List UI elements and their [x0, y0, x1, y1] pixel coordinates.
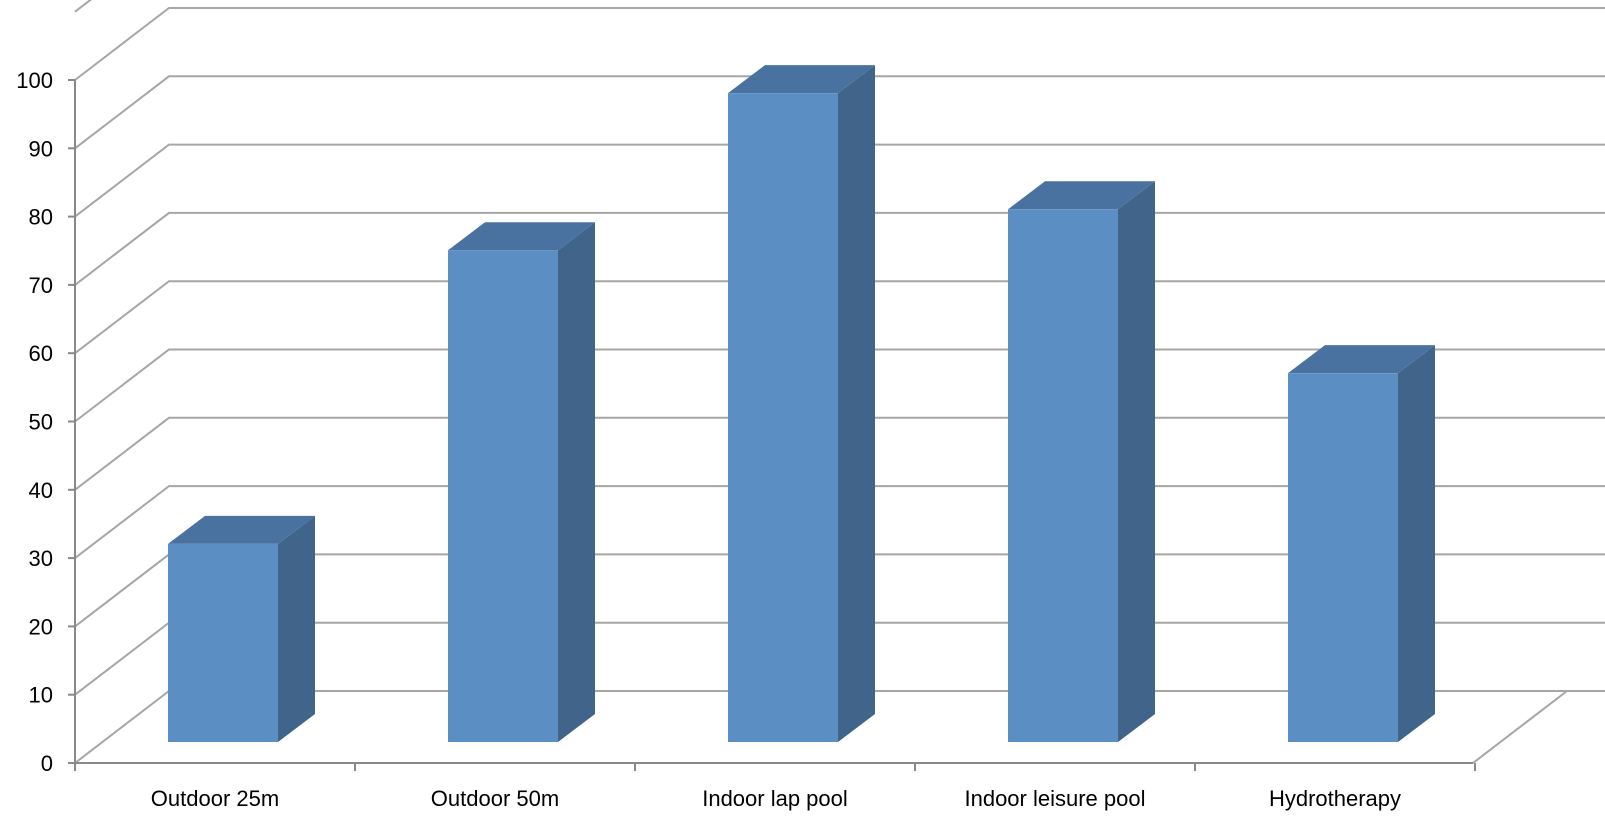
y-tick-label: 80 — [29, 205, 53, 230]
x-category-label: Indoor lap pool — [702, 786, 848, 811]
bar — [1288, 345, 1435, 742]
x-category-label: Hydrotherapy — [1269, 786, 1401, 811]
y-tick-label: 30 — [29, 546, 53, 571]
y-tick-label: 40 — [29, 478, 53, 503]
bar-front — [448, 250, 558, 742]
bars — [168, 65, 1435, 742]
bar-front — [1008, 209, 1118, 742]
y-tick-label: 60 — [29, 341, 53, 366]
gridline — [75, 0, 1605, 12]
bar — [168, 516, 315, 742]
bar — [448, 222, 595, 742]
bar-front — [728, 93, 838, 742]
y-tick-label: 20 — [29, 614, 53, 639]
y-tick-label: 0 — [41, 751, 53, 776]
x-category-label: Outdoor 50m — [431, 786, 559, 811]
bar-side — [558, 222, 595, 742]
bar-front — [168, 544, 278, 742]
y-tick-label: 50 — [29, 410, 53, 435]
bar — [728, 65, 875, 742]
bar-side — [278, 516, 315, 742]
x-category-label: Outdoor 25m — [151, 786, 279, 811]
bar — [1008, 181, 1155, 742]
y-axis-tick-labels: 0 10 20 30 40 50 60 70 80 90 100 — [16, 68, 53, 776]
bar-side — [1398, 345, 1435, 742]
x-category-label: Indoor leisure pool — [964, 786, 1145, 811]
y-tick-label: 100 — [16, 68, 53, 93]
y-tick-label: 70 — [29, 273, 53, 298]
floor-right-edge — [1473, 691, 1567, 763]
bar-side — [1118, 181, 1155, 742]
x-axis-category-labels: Outdoor 25m Outdoor 50m Indoor lap pool Ind… — [151, 786, 1401, 811]
y-tick-label: 90 — [29, 136, 53, 161]
bar-front — [1288, 373, 1398, 742]
bar-side — [838, 65, 875, 742]
y-tick-label: 10 — [29, 683, 53, 708]
